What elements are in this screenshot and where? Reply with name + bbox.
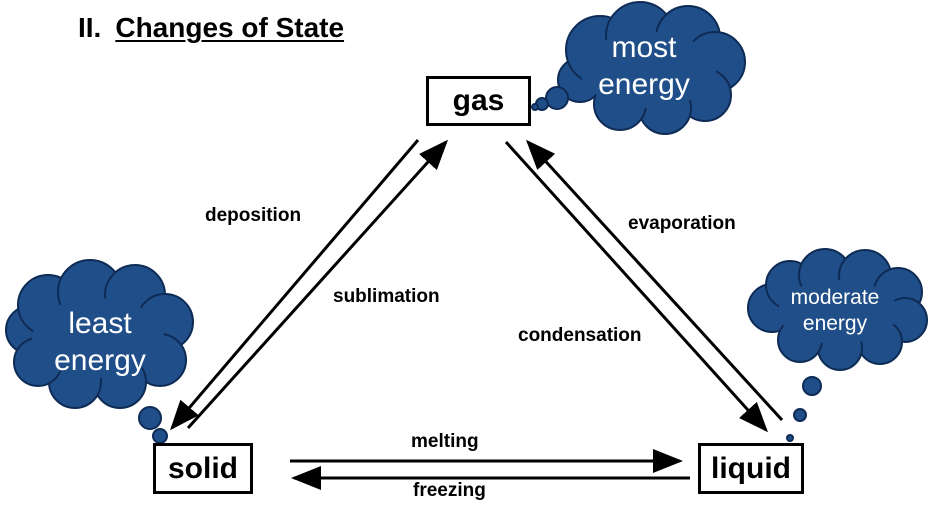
condensation-label: condensation — [518, 325, 642, 346]
deposition-label: deposition — [205, 205, 302, 226]
title-text: Changes of State — [115, 12, 345, 43]
state-gas-box: gas — [426, 76, 531, 126]
sublimation-label: sublimation — [333, 286, 440, 307]
cloud-most-line2: energy — [598, 67, 690, 101]
state-gas-label: gas — [452, 84, 505, 117]
page-title: II. Changes of State — [78, 12, 344, 44]
freezing-label: freezing — [413, 480, 486, 501]
deposition-arrow — [170, 139, 420, 431]
state-solid-label: solid — [167, 451, 238, 485]
condensation-arrow — [504, 140, 769, 433]
melting-label: melting — [411, 431, 479, 452]
state-liquid-box: liquid — [698, 443, 804, 494]
state-liquid-label: liquid — [711, 451, 791, 485]
cloud-moderate-energy — [747, 248, 928, 442]
state-solid-box: solid — [153, 443, 253, 494]
cloud-least-line1: least — [68, 307, 132, 340]
cloud-least-energy — [5, 259, 194, 451]
cloud-most-line1: most — [611, 31, 677, 64]
evaporation-label: evaporation — [628, 213, 736, 234]
sublimation-arrow — [186, 139, 449, 430]
evaporation-arrow — [525, 139, 784, 422]
cloud-moderate-line2: energy — [802, 311, 868, 335]
cloud-most-energy — [531, 1, 746, 135]
section-number: II. — [78, 12, 102, 43]
cloud-moderate-line1: moderate — [790, 286, 880, 309]
cloud-moderate-energy-text: moderate energy — [772, 285, 898, 336]
cloud-least-line2: energy — [54, 343, 146, 377]
cloud-most-energy-text: most energy — [588, 30, 700, 103]
cloud-least-energy-text: least energy — [40, 306, 160, 379]
